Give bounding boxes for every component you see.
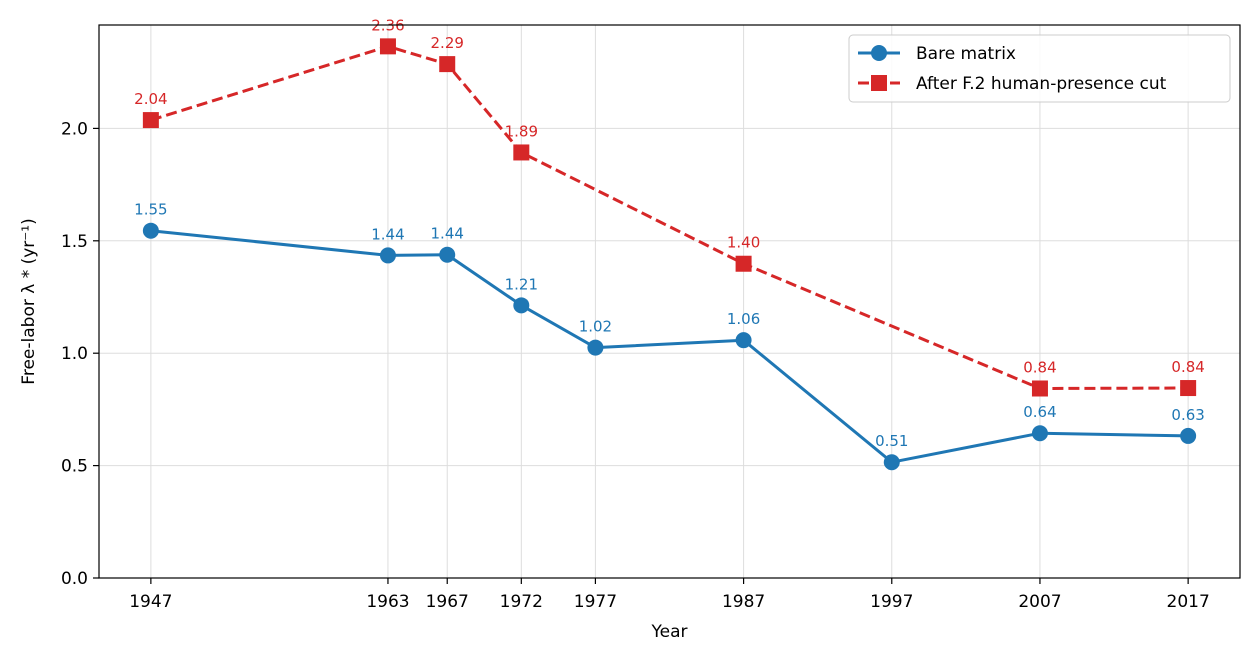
data-label: 1.89 xyxy=(505,122,538,140)
x-tick-label: 1947 xyxy=(129,592,172,612)
data-point xyxy=(439,56,456,73)
x-axis-ticks: 1947 1963 1967 1972 1977 1987 1997 2007 2017 xyxy=(129,578,1210,612)
data-labels: 1.55 1.44 1.44 1.21 1.02 1.06 0.51 0.64 0.63 2.04… xyxy=(134,16,1205,450)
data-label: 0.63 xyxy=(1171,406,1204,424)
data-label: 1.06 xyxy=(727,310,760,328)
data-label: 0.64 xyxy=(1023,403,1056,421)
data-point xyxy=(735,332,752,349)
data-point xyxy=(1031,425,1048,442)
x-tick-label: 1963 xyxy=(366,592,409,612)
data-point xyxy=(379,247,396,264)
x-axis-label: Year xyxy=(651,622,688,642)
y-tick-label: 1.0 xyxy=(61,344,88,364)
x-tick-label: 2017 xyxy=(1167,592,1210,612)
data-label: 1.44 xyxy=(431,225,464,243)
x-tick-label: 1967 xyxy=(426,592,469,612)
legend-marker xyxy=(871,45,887,61)
data-point xyxy=(142,222,159,239)
data-point xyxy=(513,144,530,161)
data-point xyxy=(587,339,604,356)
data-point xyxy=(439,246,456,263)
x-tick-label: 1972 xyxy=(500,592,543,612)
x-tick-label: 1997 xyxy=(870,592,913,612)
x-tick-label: 1977 xyxy=(574,592,617,612)
legend: Bare matrix After F.2 human-presence cut xyxy=(848,34,1231,103)
legend-label: After F.2 human-presence cut xyxy=(916,74,1167,94)
legend-label: Bare matrix xyxy=(916,44,1016,64)
data-point xyxy=(379,38,396,55)
data-label: 0.84 xyxy=(1171,358,1204,376)
y-tick-label: 1.5 xyxy=(61,232,88,252)
data-point xyxy=(1180,427,1197,444)
data-label: 1.40 xyxy=(727,234,760,252)
data-label: 1.55 xyxy=(134,201,167,219)
data-point xyxy=(1031,380,1048,397)
y-tick-label: 0.5 xyxy=(61,457,88,477)
data-point xyxy=(1180,380,1197,397)
data-label: 2.04 xyxy=(134,90,167,108)
data-point xyxy=(142,112,159,129)
series-markers xyxy=(142,38,1197,471)
data-label: 1.44 xyxy=(371,225,404,243)
y-tick-label: 0.0 xyxy=(61,569,88,589)
y-axis-label: Free-labor λ * (yr⁻¹) xyxy=(19,218,39,384)
x-tick-label: 2007 xyxy=(1018,592,1061,612)
data-point xyxy=(883,454,900,471)
x-tick-label: 1987 xyxy=(722,592,765,612)
legend-box xyxy=(848,34,1231,103)
data-point xyxy=(735,255,752,272)
y-axis-ticks: 0.0 0.5 1.0 1.5 2.0 xyxy=(61,119,99,589)
y-tick-label: 2.0 xyxy=(61,119,88,139)
data-point xyxy=(513,297,530,314)
data-label: 0.51 xyxy=(875,432,908,450)
data-label: 1.21 xyxy=(505,275,538,293)
data-label: 2.29 xyxy=(431,34,464,52)
data-label: 1.02 xyxy=(579,318,612,336)
data-label: 0.84 xyxy=(1023,358,1056,376)
legend-marker xyxy=(871,75,887,91)
plot-frame xyxy=(98,24,1241,579)
